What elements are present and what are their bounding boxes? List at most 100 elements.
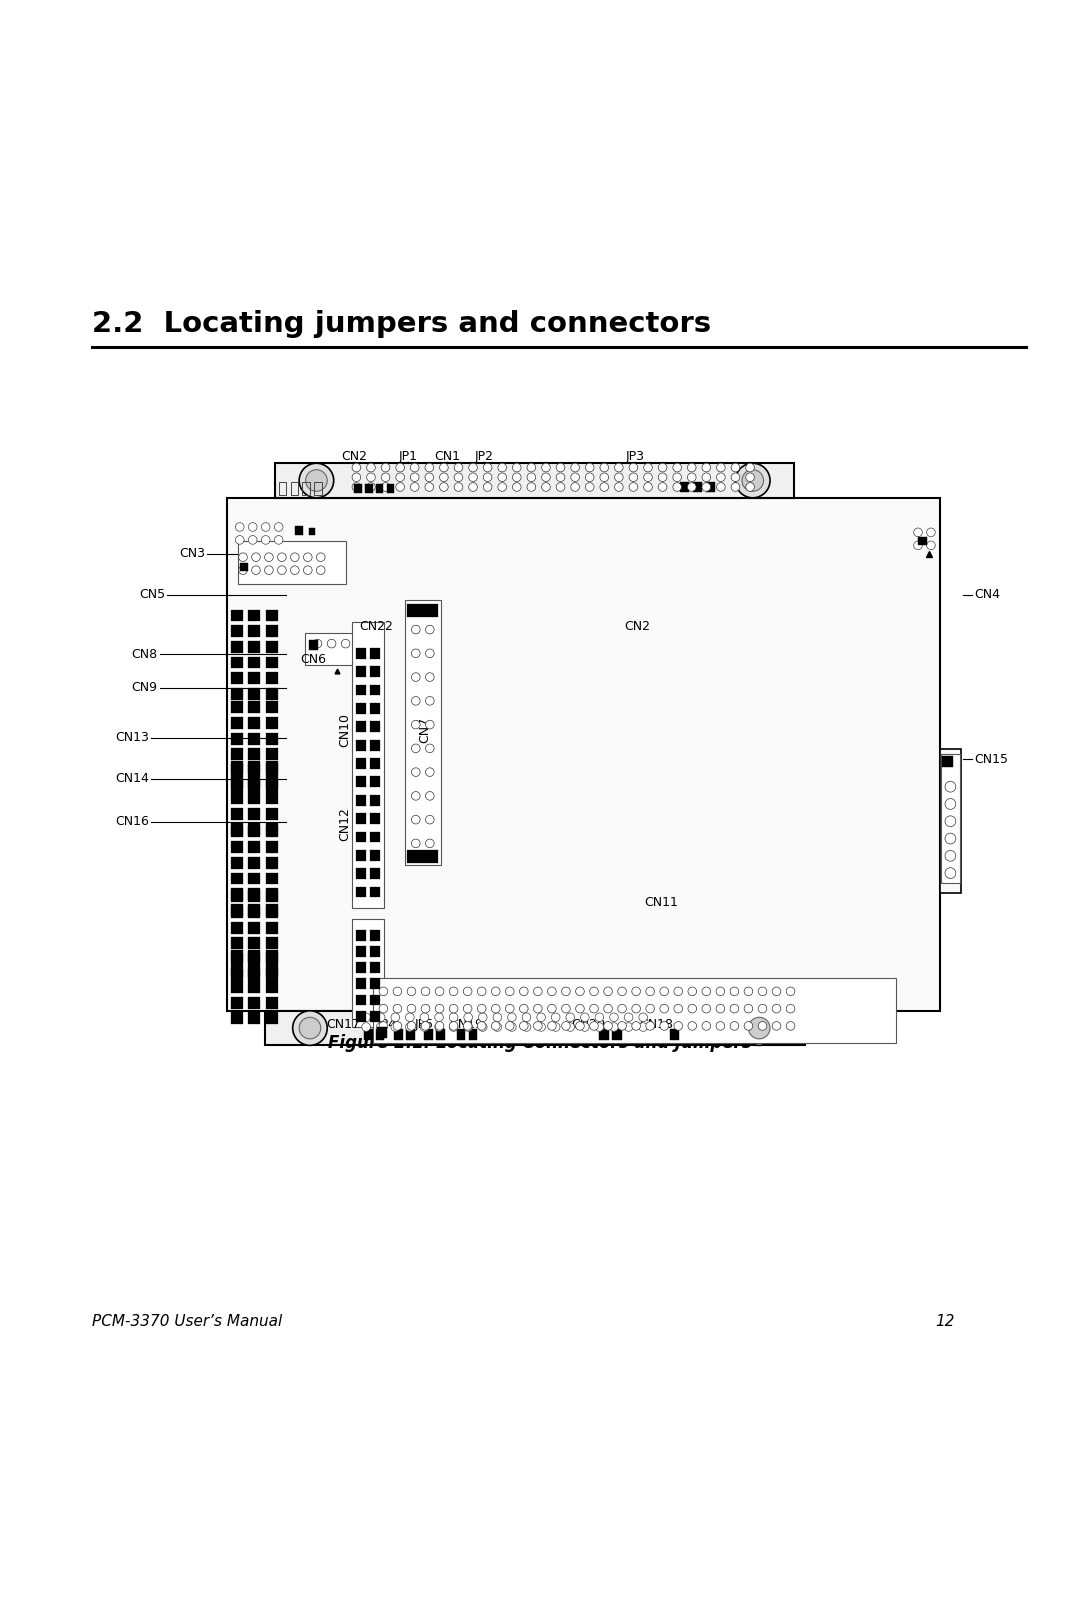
Circle shape [772,1022,781,1030]
Bar [266,610,278,621]
Bar [231,624,243,637]
Bar [266,890,278,902]
Bar [356,994,366,1006]
Circle shape [411,839,420,848]
Bar [231,950,243,962]
Circle shape [411,767,420,777]
Circle shape [449,1022,458,1030]
Circle shape [519,988,528,996]
Text: JP5: JP5 [415,1019,434,1032]
Bar [370,946,380,957]
Circle shape [463,1004,472,1014]
Circle shape [595,1014,604,1022]
Circle shape [235,522,244,532]
Circle shape [717,483,726,491]
Circle shape [381,483,390,491]
Circle shape [379,1022,388,1030]
Bar [248,921,260,934]
Circle shape [252,566,260,574]
Bar [231,1012,243,1025]
Circle shape [454,474,462,482]
Circle shape [299,1017,321,1038]
Circle shape [537,1014,545,1022]
Circle shape [548,1022,556,1030]
Bar [248,610,260,621]
Circle shape [491,1004,500,1014]
Circle shape [758,1022,767,1030]
Circle shape [469,483,477,491]
Circle shape [406,1014,414,1022]
Circle shape [580,1014,590,1022]
Bar [231,688,243,699]
Circle shape [585,464,594,472]
Bar [405,600,441,865]
Circle shape [772,1004,781,1014]
Circle shape [702,474,711,482]
Circle shape [527,464,536,472]
Bar [370,978,380,989]
Bar [231,780,243,792]
Circle shape [261,522,270,532]
Circle shape [702,464,711,472]
Text: CN16: CN16 [116,816,149,829]
Circle shape [519,1004,528,1014]
Circle shape [772,988,781,996]
Bar [266,907,278,918]
Bar [370,1011,380,1022]
Circle shape [377,1014,384,1022]
Bar [356,813,366,824]
Bar [356,757,366,769]
Bar [365,483,373,493]
Circle shape [632,988,640,996]
Circle shape [426,673,434,681]
Circle shape [508,1014,516,1022]
Bar [370,994,380,1006]
Bar [599,1030,609,1040]
Circle shape [291,553,299,561]
Bar [266,842,278,853]
Circle shape [742,470,764,491]
Bar [248,889,260,900]
Bar [370,962,380,973]
Circle shape [492,1014,501,1022]
Circle shape [702,988,711,996]
Circle shape [440,464,448,472]
Circle shape [478,1014,487,1022]
Circle shape [609,1023,619,1032]
Bar [248,748,260,761]
Circle shape [411,792,420,800]
Bar [370,702,380,714]
Bar [265,1011,805,1045]
Bar [248,873,260,884]
Bar [356,702,366,714]
Circle shape [914,529,922,537]
Bar [248,950,260,962]
Circle shape [235,535,244,545]
Circle shape [299,464,334,498]
Circle shape [477,1004,486,1014]
Bar [377,1027,387,1038]
Bar [356,722,366,732]
Circle shape [449,1014,458,1022]
Circle shape [463,1022,472,1030]
Bar [266,873,278,884]
Circle shape [674,1022,683,1030]
Circle shape [410,464,419,472]
Circle shape [426,624,434,634]
Bar [231,657,243,668]
Circle shape [646,1004,654,1014]
Circle shape [406,1023,414,1032]
Bar [356,978,366,989]
Circle shape [629,483,638,491]
Circle shape [367,483,376,491]
Bar [231,856,243,869]
Circle shape [484,483,492,491]
Circle shape [731,483,740,491]
Circle shape [367,464,376,472]
Circle shape [717,464,726,472]
Circle shape [248,522,257,532]
Circle shape [716,988,725,996]
Text: JP4: JP4 [377,1019,396,1032]
Circle shape [352,483,361,491]
Bar [370,722,380,732]
